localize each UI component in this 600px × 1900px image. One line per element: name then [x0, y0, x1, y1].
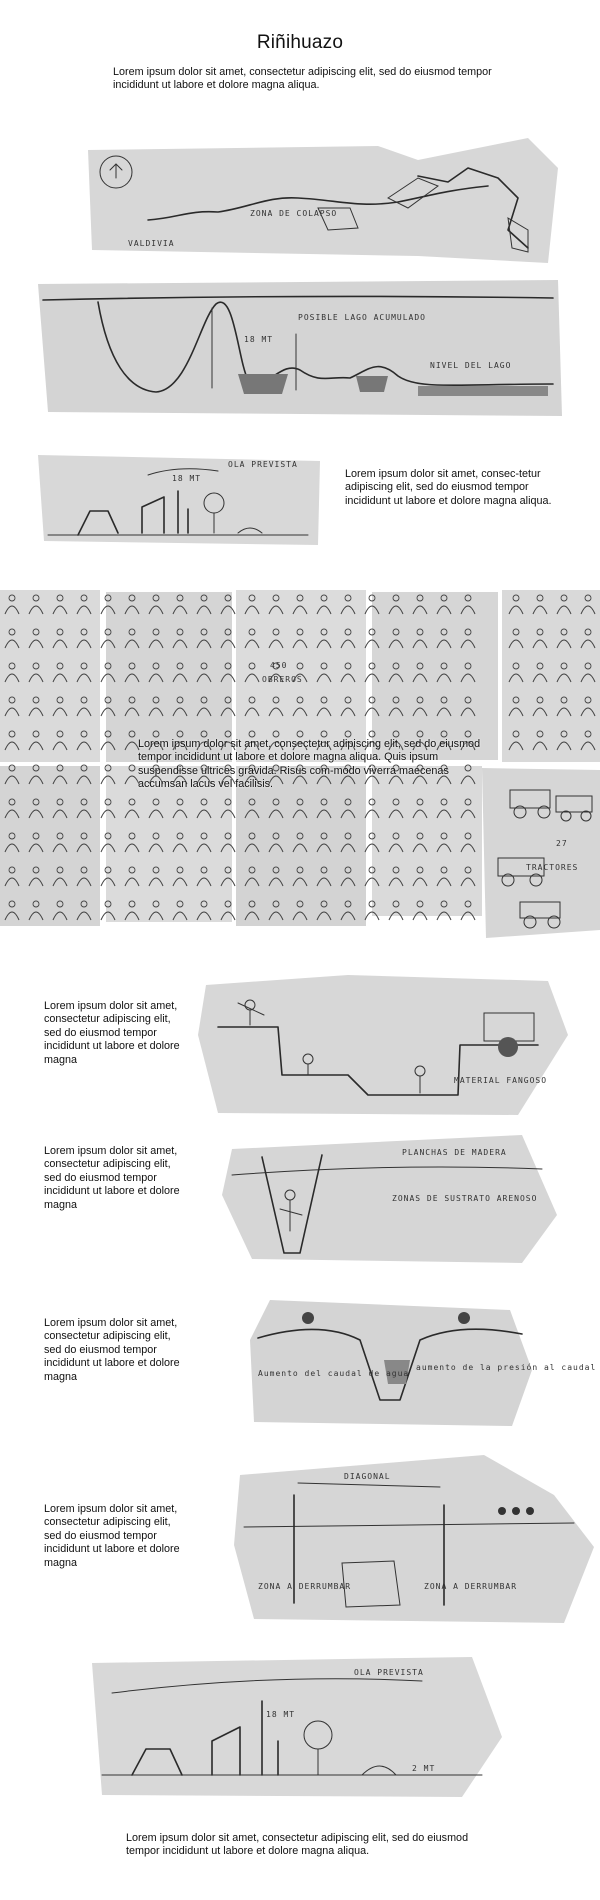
digging-label-material: MATERIAL FANGOSO: [454, 1076, 547, 1085]
trench-sketch: PLANCHAS DE MADERA ZONAS DE SUSTRATO ARE…: [222, 1135, 557, 1263]
channel-label-left: Aumento del caudal de agua: [258, 1369, 409, 1378]
wave-small-label-18mt: 18 MT: [172, 474, 201, 483]
crowd-paragraph: Lorem ipsum dolor sit amet, consectetur …: [138, 738, 481, 791]
wave-large-label-ola: OLA PREVISTA: [354, 1668, 424, 1677]
dam-label-zona-right: ZONA A DERRUMBAR: [424, 1582, 517, 1591]
crowd-label-obreros: OBREROS: [262, 675, 303, 684]
wave-large-label-18mt: 18 MT: [266, 1710, 295, 1719]
wave-small-sketch: OLA PREVISTA 18 MT: [38, 455, 320, 545]
map-label-valdivia: VALDIVIA: [128, 239, 175, 248]
crowd-label-count: 450: [270, 661, 287, 670]
section-label-nivel: NIVEL DEL LAGO: [430, 361, 511, 370]
wave-large-label-2mt: 2 MT: [412, 1764, 435, 1773]
dam-label-zona-left: ZONA A DERRUMBAR: [258, 1582, 351, 1591]
dam-sketch: DIAGONAL ZONA A DERRUMBAR ZONA A DERRUMB…: [234, 1455, 594, 1623]
trench-paragraph: Lorem ipsum dolor sit amet, consectetur …: [44, 1145, 180, 1211]
section-sketch: POSIBLE LAGO ACUMULADO 18 MT NIVEL DEL L…: [38, 280, 562, 420]
trench-label-zonas: ZONAS DE SUSTRATO ARENOSO: [392, 1194, 537, 1203]
dam-paragraph: Lorem ipsum dolor sit amet, consectetur …: [44, 1503, 180, 1569]
page-title: Riñihuazo: [256, 32, 344, 53]
wave-large-sketch: OLA PREVISTA 18 MT 2 MT: [92, 1657, 502, 1797]
map-sketch: VALDIVIA ZONA DE COLAPSO: [88, 138, 558, 268]
wave-paragraph: Lorem ipsum dolor sit amet, consec-tetur…: [345, 468, 552, 507]
intro-paragraph: Lorem ipsum dolor sit amet, consectetur …: [113, 66, 492, 92]
channel-paragraph: Lorem ipsum dolor sit amet, consectetur …: [44, 1317, 180, 1383]
wave-small-label-ola: OLA PREVISTA: [228, 460, 298, 469]
tractors-label-count: 27: [556, 839, 568, 848]
map-label-zona: ZONA DE COLAPSO: [250, 209, 337, 218]
channel-label-right: aumento de la presión al caudal: [416, 1362, 596, 1372]
crowd-sketch: 450 OBREROS 27 TRACTORES: [0, 590, 600, 950]
digging-paragraph: Lorem ipsum dolor sit amet, consectetur …: [44, 1000, 180, 1066]
trench-label-planchas: PLANCHAS DE MADERA: [402, 1148, 507, 1157]
tractors-label: TRACTORES: [526, 863, 578, 872]
digging-sketch: MATERIAL FANGOSO: [198, 975, 568, 1115]
section-label-18mt: 18 MT: [244, 335, 273, 344]
section-label-lago: POSIBLE LAGO ACUMULADO: [298, 313, 426, 322]
dam-label-diagonal: DIAGONAL: [344, 1472, 391, 1481]
channel-sketch: Aumento del caudal de agua aumento de la…: [250, 1300, 595, 1428]
outro-paragraph: Lorem ipsum dolor sit amet, consectetur …: [126, 1832, 469, 1858]
